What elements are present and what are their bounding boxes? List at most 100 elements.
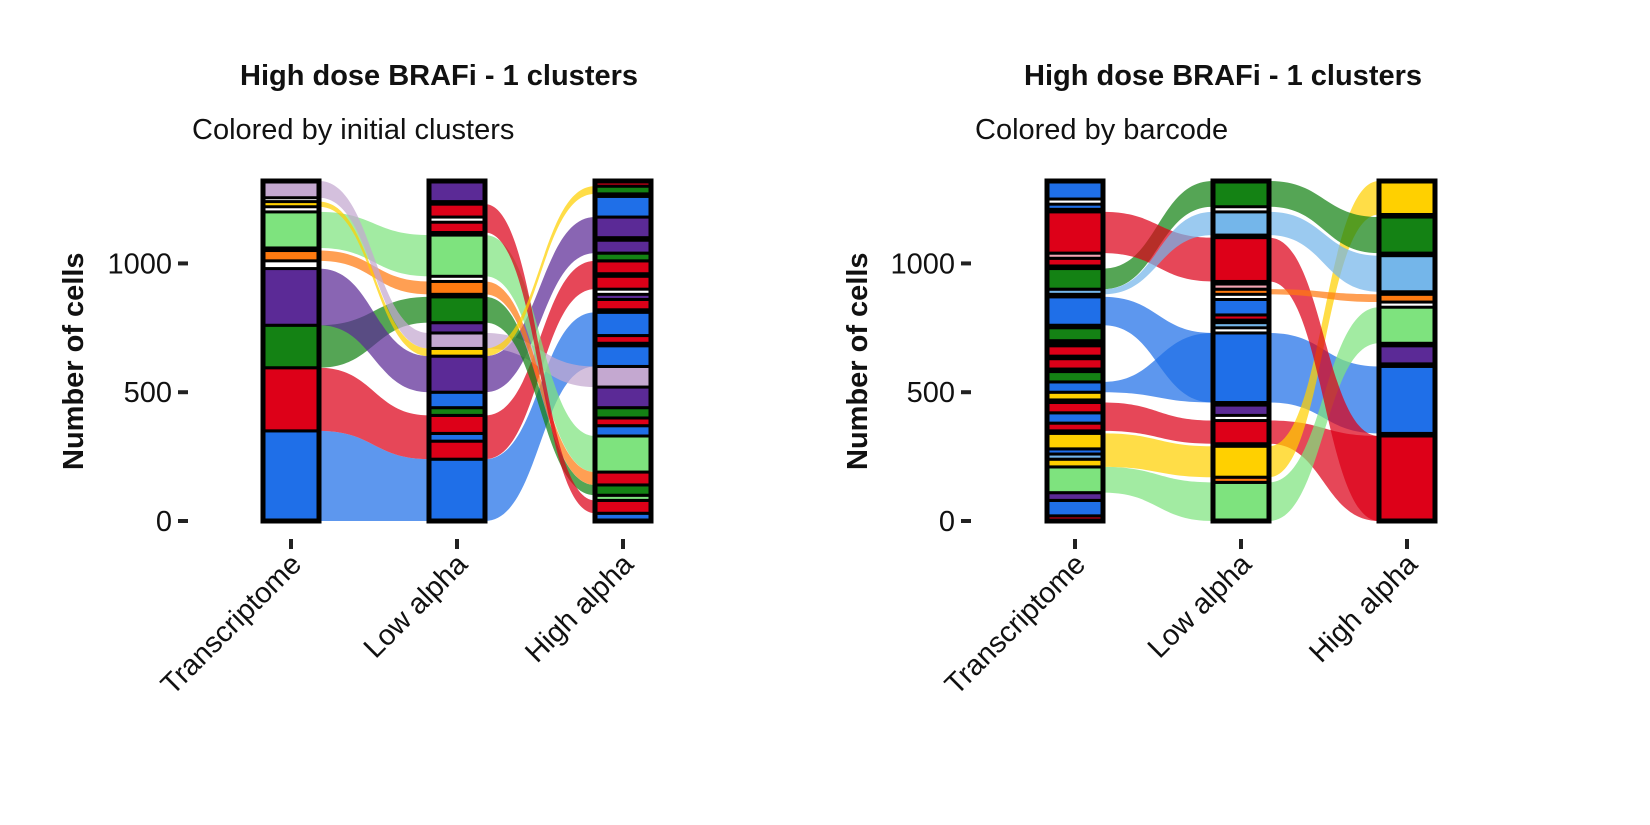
stack-segment-red [427,439,487,461]
flow-blue [1103,296,1213,403]
stack-segment-green [593,406,653,420]
stack-segment-light-blue [1211,321,1271,330]
stack-segment-blue [1045,202,1105,211]
x-tick-label: High alpha [519,548,640,669]
stack-segment-blue [1045,295,1105,327]
stack-segment-blue [1045,380,1105,394]
stack-segment-red [427,202,487,219]
flow-purple [319,268,429,393]
stack-segment-red [1045,357,1105,371]
stack-high-alpha [1376,178,1438,524]
stack-segment-red [261,366,321,433]
flow-green [485,296,595,496]
chart-title: High dose BRAFi - 1 clusters [240,60,639,92]
stack-segment-blue [593,310,653,338]
stack-segment-light-purple [593,364,653,389]
stack-segment-blue [261,429,321,523]
stack-segment-blue [427,390,487,410]
flow-yellow [319,201,429,357]
x-tick-label: Transcriptome [939,548,1092,701]
flow-red [1103,211,1213,282]
stack-segment-pink [1211,282,1271,291]
stack-segment-blue [1045,411,1105,425]
stack-segment-blue [1045,179,1105,201]
stack-transcriptome [260,178,322,524]
stack-segment-red [427,220,487,235]
stack-segment-blue [1045,498,1105,518]
stack-segment-blue [593,194,653,219]
flow-blue [319,430,429,521]
x-tick-label: Low alpha [1142,548,1259,665]
stack-segment-red [593,297,653,312]
stack-segment-green [593,483,653,497]
stack-segment-red [1045,401,1105,415]
stack-low-alpha [1210,178,1272,524]
stack-segment-purple [261,267,321,327]
stack-segment-light-blue [1211,210,1271,237]
stack-segment-green [1045,267,1105,291]
stack-segment-purple [593,238,653,255]
flow-light-blue [1103,211,1213,295]
stack-segment-purple [427,354,487,394]
chart-panel-barcode: High dose BRAFi - 1 clusters Colored by … [825,0,1650,825]
stack-segment-green [427,295,487,325]
y-tick-label: 500 [907,377,955,409]
y-tick-label: 500 [124,377,172,409]
x-tick-label: Transcriptome [155,548,308,701]
stack-segment-purple [427,179,487,204]
stack-segment-red [1211,419,1271,446]
chart-subtitle: Colored by barcode [975,114,1229,146]
flow-light-green [1269,307,1379,521]
stack-outline [1044,178,1106,524]
stack-segment-blue [427,457,487,523]
stack-segment-light-green [427,233,487,278]
stack-segment-light-purple [261,179,321,200]
chart-subtitle: Colored by initial clusters [192,114,515,146]
x-tick-label: High alpha [1303,548,1424,669]
stack-segment-green [1045,370,1105,384]
stack-segment-orange [427,279,487,296]
flow-orange [1269,289,1379,303]
stack-segment-yellow [1377,179,1437,216]
stack-segment-blue [1211,297,1271,317]
y-tick-label: 0 [156,506,172,538]
flow-layer [319,181,595,521]
flow-light-green [319,211,429,277]
stack-segment-red [593,274,653,291]
stack-segment-orange [1377,292,1437,304]
chart-panel-initial-clusters: High dose BRAFi - 1 clusters Colored by … [58,60,654,701]
stack-outline [1376,178,1438,524]
stack-segment-red [1045,210,1105,255]
flow-yellow [1103,433,1213,478]
stack-segment-blue [593,344,653,368]
stack-segment-light-green [261,210,321,250]
stack-segment-light-green [1377,305,1437,345]
y-tick-label: 0 [939,506,955,538]
flow-layer [1103,181,1379,521]
stack-segment-yellow [261,200,321,209]
stack-segment-purple [1211,403,1271,417]
y-tick-label: 1000 [890,248,955,280]
flow-light-green [1103,466,1213,521]
stack-segment-purple [593,215,653,240]
stack-segment-red [593,470,653,487]
stack-segment-blue [1377,364,1437,435]
flow-red [485,204,595,514]
stack-segment-yellow [1211,444,1271,479]
stack-outline [426,178,488,524]
flow-orange [485,281,595,485]
stack-segment-red [1377,434,1437,523]
flow-red [1103,402,1213,444]
stack-segment-green [1045,326,1105,343]
stack-segment-light-blue [1377,254,1437,294]
stack-high-alpha [592,178,654,524]
flow-light-blue [1269,211,1379,292]
flow-light-purple [319,181,429,349]
flow-red [319,367,429,460]
stack-outline [592,178,654,524]
stack-segment-blue [1211,331,1271,405]
stack-segment-purple [1377,344,1437,366]
stack-segment-green [1377,215,1437,255]
stack-segment-red [593,259,653,276]
